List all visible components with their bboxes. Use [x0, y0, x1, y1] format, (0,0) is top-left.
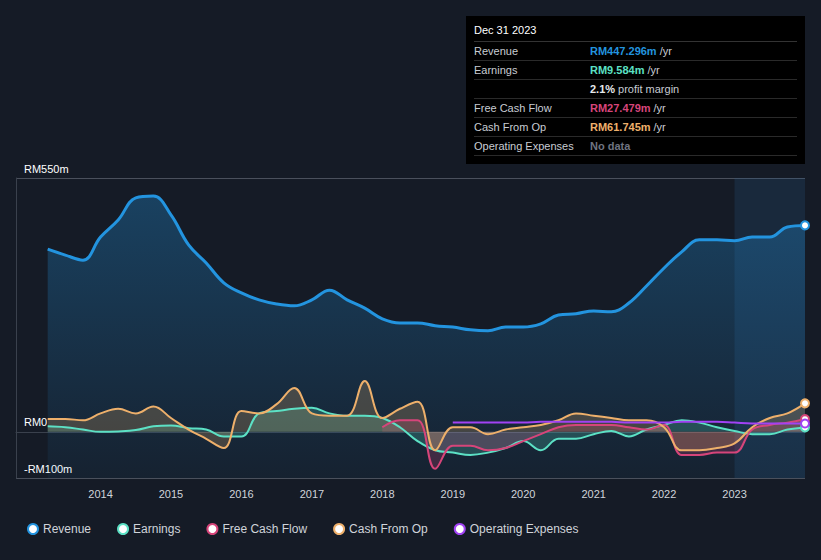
html-text:2.1% profit margin: 2.1% profit margin: [590, 83, 680, 95]
svg-text:2015: 2015: [159, 488, 183, 500]
svg-text:RM0: RM0: [24, 416, 47, 428]
html-text:Operating Expenses: Operating Expenses: [474, 140, 574, 152]
html-text:No data: No data: [590, 140, 631, 152]
svg-text:Free Cash Flow: Free Cash Flow: [222, 522, 307, 536]
svg-text:2016: 2016: [229, 488, 253, 500]
html-text:RM61.745m /yr: RM61.745m /yr: [590, 121, 666, 133]
svg-text:2021: 2021: [581, 488, 605, 500]
svg-text:Operating Expenses: Operating Expenses: [470, 522, 579, 536]
svg-text:2020: 2020: [511, 488, 535, 500]
svg-text:Earnings: Earnings: [133, 522, 180, 536]
html-text:Revenue: Revenue: [474, 45, 518, 57]
svg-text:Revenue: Revenue: [43, 522, 91, 536]
svg-text:2023: 2023: [722, 488, 746, 500]
svg-text:2014: 2014: [88, 488, 112, 500]
html-text:RM9.584m /yr: RM9.584m /yr: [590, 64, 660, 76]
html-text:RM27.479m /yr: RM27.479m /yr: [590, 102, 666, 114]
svg-text:Cash From Op: Cash From Op: [349, 522, 428, 536]
svg-text:2022: 2022: [652, 488, 676, 500]
html-text:Free Cash Flow: Free Cash Flow: [474, 102, 552, 114]
html-text:Earnings: Earnings: [474, 64, 518, 76]
svg-text:2019: 2019: [441, 488, 465, 500]
svg-text:RM550m: RM550m: [24, 163, 69, 175]
svg-text:2018: 2018: [370, 488, 394, 500]
html-text:RM447.296m /yr: RM447.296m /yr: [590, 45, 672, 57]
html-text:Cash From Op: Cash From Op: [474, 121, 547, 133]
html-text:Dec 31 2023: Dec 31 2023: [474, 24, 537, 36]
svg-text:2017: 2017: [300, 488, 324, 500]
